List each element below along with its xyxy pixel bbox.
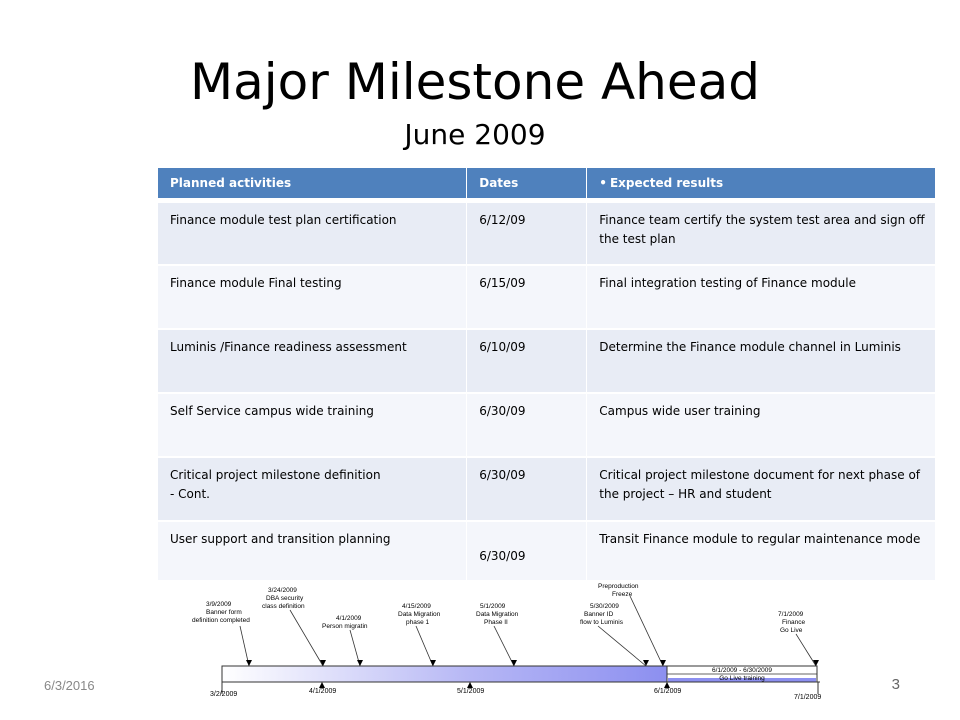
page-number: 3 [891,676,900,693]
axis-tick: 3/2/2009 [210,682,237,698]
activity-cell: Finance module test plan certification [158,200,468,266]
axis-label: 7/1/2009 [794,694,821,701]
bullet-icon [599,176,610,190]
svg-text:Finance: Finance [782,619,806,626]
axis-tick: 4/1/2009 [309,682,336,695]
activity-cell: Critical project milestone definition - C… [158,456,468,522]
header-dates: Dates [466,168,588,203]
svg-text:5/30/2009: 5/30/2009 [590,603,619,610]
activity-cell: Self Service campus wide training [158,392,468,458]
milestone-marker: 4/15/2009 Data Migration phase 1 [398,603,441,667]
slide-subtitle: June 2009 [404,118,546,151]
milestone-marker: 5/30/2009 Banner ID flow to Luminis [580,603,649,667]
svg-text:4/15/2009: 4/15/2009 [402,603,431,610]
result-cell: Transit Finance module to regular mainte… [586,520,936,582]
milestone-marker: Preproduction Freeze [598,583,666,667]
table-row: Luminis /Finance readiness assessment 6/… [158,328,936,394]
svg-text:definition completed: definition completed [192,617,250,624]
footer-date: 6/3/2016 [44,678,95,693]
svg-text:Data Migration: Data Migration [398,611,441,618]
svg-text:DBA security: DBA security [266,595,304,602]
activity-cell: Luminis /Finance readiness assessment [158,328,468,394]
date-cell: 6/30/09 [466,456,588,522]
svg-text:3/9/2009: 3/9/2009 [206,601,232,608]
span-range-label: 6/1/2009 - 6/30/2009 [712,667,772,674]
axis-label: 5/1/2009 [457,688,484,695]
svg-text:Phase II: Phase II [484,619,508,626]
date-cell: 6/30/09 [466,520,588,582]
milestone-marker: 5/1/2009 Data Migration Phase II [476,603,519,667]
timeline-bar [221,665,668,683]
svg-text:Freeze: Freeze [612,591,633,598]
date-cell: 6/15/09 [466,264,588,330]
svg-text:phase 1: phase 1 [406,619,430,626]
svg-text:Banner form: Banner form [206,609,242,616]
svg-text:3/24/2009: 3/24/2009 [268,587,297,594]
activity-cell: Finance module Final testing [158,264,468,330]
table-row: Self Service campus wide training 6/30/0… [158,392,936,458]
axis-tick: 5/1/2009 [457,682,484,695]
svg-text:Banner ID: Banner ID [584,611,614,618]
axis-label: 3/2/2009 [210,691,237,698]
milestone-marker: 3/24/2009 DBA security class definition [262,587,326,667]
table-header-row: Planned activities Dates Expected result… [158,168,936,203]
result-cell: Final integration testing of Finance mod… [586,264,936,330]
svg-text:Preproduction: Preproduction [598,583,639,590]
svg-text:4/1/2009: 4/1/2009 [336,615,362,622]
svg-text:Go Live: Go Live [780,627,803,634]
result-cell: Campus wide user training [586,392,936,458]
milestone-marker: 4/1/2009 Person migratin [322,615,368,667]
milestone-marker: 7/1/2009 Finance Go Live [778,611,819,667]
svg-text:class definition: class definition [262,603,305,610]
axis-tick: 7/1/2009 [794,682,821,701]
table-row: Finance module test plan certification 6… [158,200,936,266]
go-live-span-bar [668,678,816,682]
date-cell: 6/30/09 [466,392,588,458]
table-row: Finance module Final testing 6/15/09 Fin… [158,264,936,330]
milestone-marker: 3/9/2009 Banner form definition complete… [192,601,252,667]
svg-text:Person migratin: Person migratin [322,623,368,630]
svg-text:Data Migration: Data Migration [476,611,519,618]
svg-text:7/1/2009: 7/1/2009 [778,611,804,618]
project-timeline: 6/1/2009 - 6/30/2009 Go Live training 3/… [192,583,821,701]
axis-label: 6/1/2009 [654,688,681,695]
slide-title: Major Milestone Ahead [189,53,761,111]
result-cell: Determine the Finance module channel in … [586,328,936,394]
result-cell: Critical project milestone document for … [586,456,936,522]
milestone-table: Planned activities Dates Expected result… [158,168,936,582]
date-cell: 6/10/09 [466,328,588,394]
axis-tick: 6/1/2009 [654,682,681,695]
header-expected-results: Expected results [586,168,936,203]
span-label: Go Live training [719,675,765,682]
table-row: User support and transition planning 6/3… [158,520,936,582]
result-cell: Finance team certify the system test are… [586,200,936,266]
activity-cell: User support and transition planning [158,520,468,582]
svg-text:flow to Luminis: flow to Luminis [580,619,624,626]
header-planned-activities: Planned activities [158,168,468,203]
date-cell: 6/12/09 [466,200,588,266]
svg-text:5/1/2009: 5/1/2009 [480,603,506,610]
axis-label: 4/1/2009 [309,688,336,695]
table-row: Critical project milestone definition - C… [158,456,936,522]
